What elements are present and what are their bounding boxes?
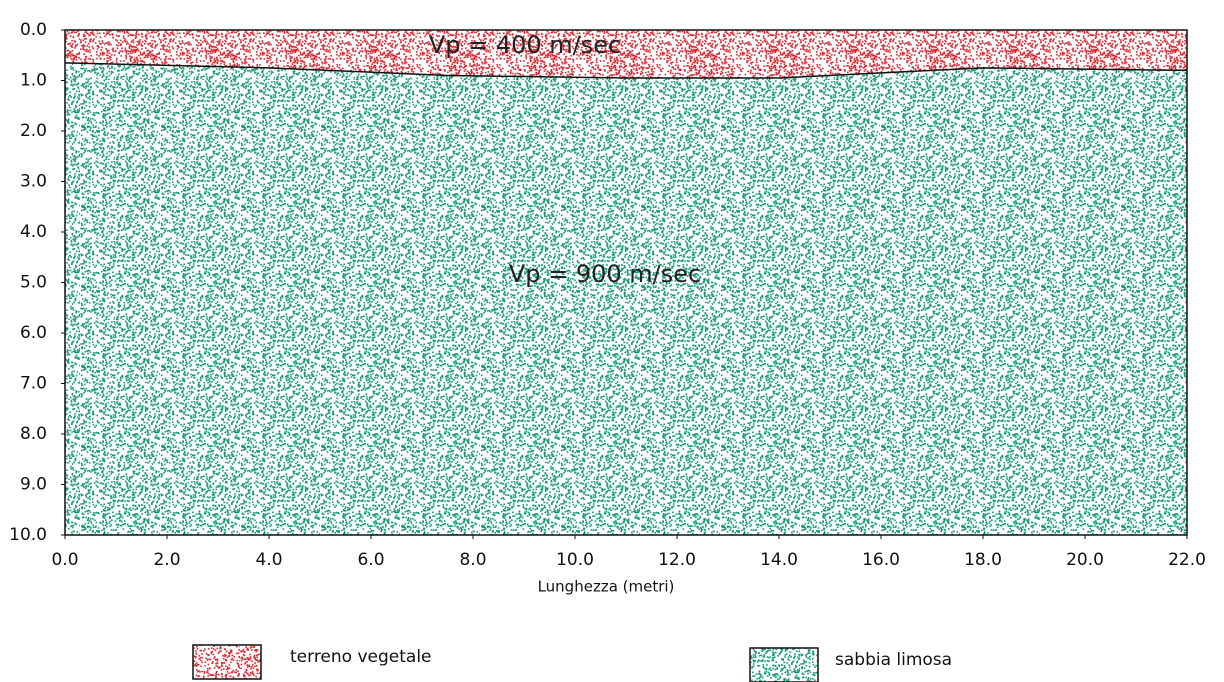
y-tick-label: 10.0 <box>9 525 47 545</box>
x-tick-label: 10.0 <box>556 550 594 570</box>
legend-label: terreno vegetale <box>290 647 432 667</box>
y-tick-label: 4.0 <box>20 222 47 242</box>
x-tick-label: 0.0 <box>51 550 78 570</box>
x-tick-label: 14.0 <box>760 550 798 570</box>
x-tick-label: 12.0 <box>658 550 696 570</box>
y-tick-label: 3.0 <box>20 172 47 192</box>
legend-label: sabbia limosa <box>835 650 952 670</box>
legend-swatch <box>193 645 261 679</box>
x-tick-label: 2.0 <box>153 550 180 570</box>
chart: 0.01.02.03.04.05.06.07.08.09.010.00.02.0… <box>0 0 1224 682</box>
x-tick-label: 6.0 <box>357 550 384 570</box>
x-tick-label: 20.0 <box>1066 550 1104 570</box>
x-tick-label: 22.0 <box>1168 550 1206 570</box>
x-tick-label: 8.0 <box>459 550 486 570</box>
y-tick-label: 0.0 <box>20 20 47 40</box>
y-tick-label: 7.0 <box>20 374 47 394</box>
layer-area <box>65 63 1187 535</box>
x-tick-label: 18.0 <box>964 550 1002 570</box>
y-tick-label: 1.0 <box>20 71 47 91</box>
x-tick-label: 4.0 <box>255 550 282 570</box>
x-axis-label: Lunghezza (metri) <box>538 578 675 596</box>
layer-annotation: Vp = 400 m/sec <box>429 31 621 59</box>
layer-annotation: Vp = 900 m/sec <box>509 260 701 288</box>
y-tick-label: 9.0 <box>20 475 47 495</box>
y-tick-label: 6.0 <box>20 323 47 343</box>
y-tick-label: 2.0 <box>20 121 47 141</box>
x-tick-label: 16.0 <box>862 550 900 570</box>
legend-swatch <box>750 648 818 682</box>
y-tick-label: 5.0 <box>20 273 47 293</box>
y-tick-label: 8.0 <box>20 424 47 444</box>
